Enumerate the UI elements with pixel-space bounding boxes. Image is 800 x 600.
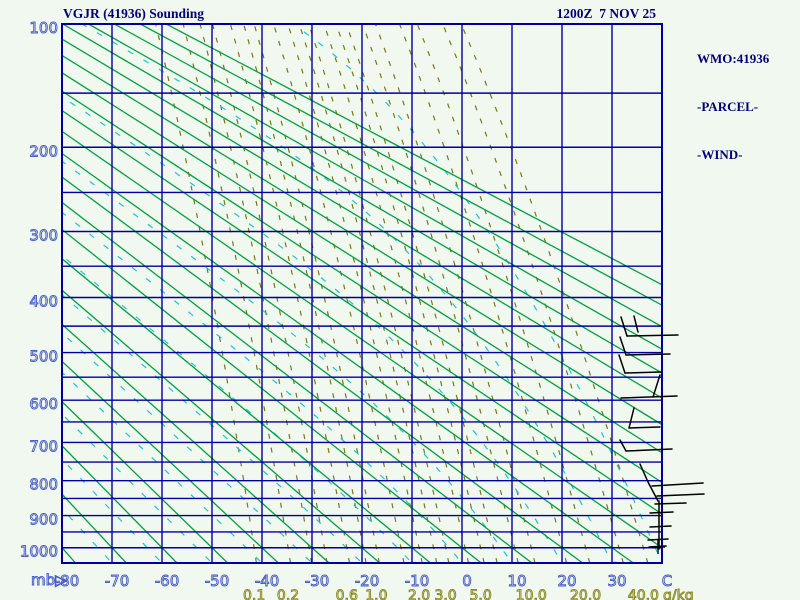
side-legend: WMO:41936 -PARCEL- -WIND- [697, 19, 769, 179]
temperature-axis-labels: -80 -70 -60 -50 -40 -30 -20 -10 0 10 20 30 C [54, 572, 672, 591]
svg-text:2.0: 2.0 [408, 588, 430, 600]
svg-text:-30: -30 [305, 572, 330, 590]
svg-text:1000: 1000 [20, 543, 58, 561]
svg-text:-50: -50 [205, 572, 230, 590]
svg-text:mb▷: mb▷ [31, 571, 67, 589]
svg-text:0: 0 [462, 572, 472, 590]
svg-text:-70: -70 [105, 572, 130, 590]
dry-adiabats [62, 24, 662, 563]
legend-parcel-label: -PARCEL- [697, 99, 759, 114]
pressure-temperature-grid [61, 23, 663, 564]
svg-text:40.0: 40.0 [628, 588, 659, 600]
wind-barbs [618, 315, 705, 550]
chart-title: VGJR (41936) Sounding [63, 6, 205, 21]
legend-wmo-id: WMO:41936 [697, 51, 770, 66]
svg-text:0.2: 0.2 [277, 588, 299, 600]
svg-text:5.0: 5.0 [469, 588, 491, 600]
chart-datetime: 1200Z 7 NOV 25 [556, 6, 656, 21]
svg-text:800: 800 [29, 476, 58, 494]
svg-text:1.0: 1.0 [365, 588, 387, 600]
svg-text:700: 700 [29, 437, 58, 455]
svg-text:500: 500 [29, 348, 58, 366]
svg-text:30: 30 [607, 572, 626, 590]
svg-text:0.1: 0.1 [243, 588, 265, 600]
svg-text:-10: -10 [405, 572, 430, 590]
svg-text:600: 600 [29, 395, 58, 413]
svg-text:20.0: 20.0 [570, 588, 601, 600]
mixing-ratio-labels: 0.1 0.2 0.6 1.0 2.0 3.0 5.0 10.0 20.0 40.0 g/kg [243, 588, 695, 600]
svg-text:-80: -80 [55, 572, 80, 590]
svg-text:-40: -40 [255, 572, 280, 590]
mixing-ratio-unit-label: g/kg [663, 588, 694, 600]
svg-text:C: C [662, 572, 672, 590]
svg-text:300: 300 [29, 227, 58, 245]
svg-text:400: 400 [29, 292, 58, 310]
legend-wind-label: -WIND- [697, 147, 743, 162]
mixing-ratio-lines [155, 24, 649, 563]
svg-text:20: 20 [557, 572, 576, 590]
svg-text:10.0: 10.0 [516, 588, 547, 600]
svg-text:100: 100 [29, 19, 58, 37]
pressure-unit-label: mb▷ [31, 571, 68, 590]
svg-text:0.6: 0.6 [336, 588, 358, 600]
svg-text:-60: -60 [155, 572, 180, 590]
svg-text:200: 200 [29, 142, 58, 160]
svg-text:10: 10 [507, 572, 526, 590]
pressure-axis-labels: 100 200 300 400 500 600 700 800 900 1000 [19, 19, 58, 562]
cursor-crosshair [651, 540, 665, 554]
svg-text:900: 900 [29, 511, 58, 529]
svg-text:3.0: 3.0 [434, 588, 456, 600]
svg-text:-20: -20 [355, 572, 380, 590]
